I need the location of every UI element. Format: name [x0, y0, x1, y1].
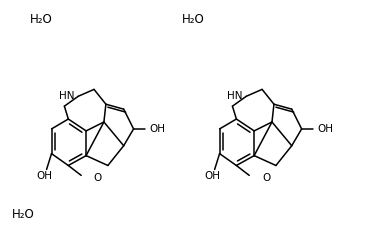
- Text: O: O: [262, 173, 270, 183]
- Text: HN: HN: [59, 91, 74, 101]
- Text: OH: OH: [37, 172, 53, 182]
- Text: H₂O: H₂O: [30, 13, 52, 26]
- Text: OH: OH: [205, 172, 221, 182]
- Text: H₂O: H₂O: [182, 13, 205, 26]
- Text: O: O: [94, 173, 102, 183]
- Text: H₂O: H₂O: [12, 208, 35, 221]
- Text: OH: OH: [317, 124, 333, 134]
- Text: HN: HN: [227, 91, 242, 101]
- Text: OH: OH: [149, 124, 165, 134]
